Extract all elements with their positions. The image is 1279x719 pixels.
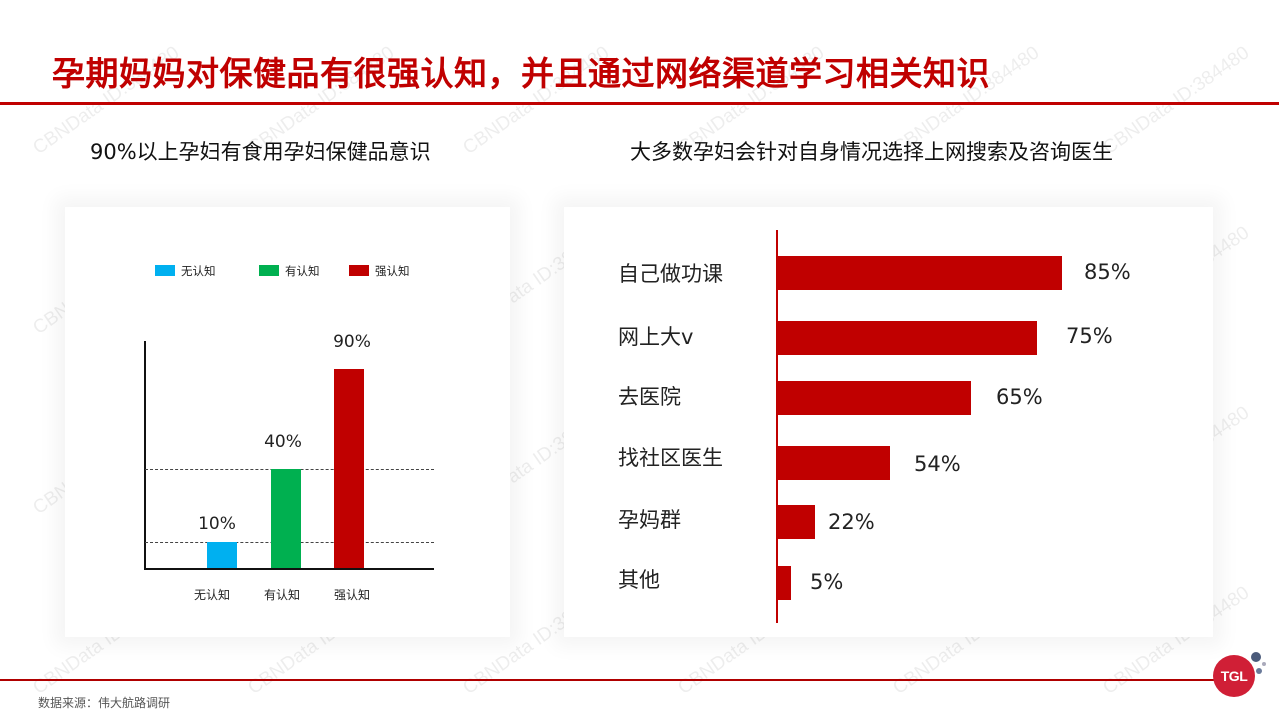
title-divider <box>0 102 1279 105</box>
legend-label: 有认知 <box>285 264 320 278</box>
logo-dot-icon <box>1256 668 1262 674</box>
bar-self-study <box>777 256 1062 290</box>
bar-mom-group <box>777 505 815 539</box>
bar-other <box>777 566 791 600</box>
y-axis <box>144 341 146 569</box>
right-chart-subtitle: 大多数孕妇会针对自身情况选择上网搜索及咨询医生 <box>630 140 1113 164</box>
legend-label: 强认知 <box>375 264 410 278</box>
bar-category-label: 网上大v <box>618 325 694 349</box>
bar-hospital <box>777 381 971 415</box>
logo-text: TGL <box>1220 668 1248 684</box>
bar-some-awareness <box>271 469 301 568</box>
bar-value-label: 90% <box>333 332 371 352</box>
watermark: CBNData ID:384480 <box>1099 42 1254 159</box>
bar-category-label: 自己做功课 <box>618 262 723 286</box>
footer-divider <box>0 679 1220 681</box>
bar-value-label: 22% <box>828 510 875 534</box>
x-category-label: 无认知 <box>193 588 230 602</box>
bar-value-label: 10% <box>198 514 236 534</box>
logo-dot-icon <box>1251 652 1261 662</box>
bar-value-label: 54% <box>914 452 961 476</box>
data-source: 数据来源：伟大航路调研 <box>38 696 171 710</box>
bar-value-label: 85% <box>1084 260 1131 284</box>
bar-value-label: 40% <box>264 432 302 452</box>
bar-category-label: 去医院 <box>618 385 681 409</box>
bar-no-awareness <box>207 542 237 568</box>
y-axis <box>776 230 778 623</box>
bar-category-label: 其他 <box>618 568 660 592</box>
bar-category-label: 找社区医生 <box>618 446 723 470</box>
bar-value-label: 75% <box>1066 324 1113 348</box>
bar-value-label: 65% <box>996 385 1043 409</box>
legend-swatch <box>259 265 279 276</box>
x-axis <box>144 568 434 570</box>
left-chart-subtitle: 90%以上孕妇有食用孕妇保健品意识 <box>90 140 431 164</box>
bar-strong-awareness <box>334 369 364 568</box>
legend-item-some-awareness: 有认知 <box>259 264 320 278</box>
legend-item-no-awareness: 无认知 <box>155 264 216 278</box>
x-category-label: 有认知 <box>263 588 300 602</box>
x-category-label: 强认知 <box>333 588 370 602</box>
bar-value-label: 5% <box>810 570 844 594</box>
bar-online-influencer <box>777 321 1037 355</box>
bar-community-doctor <box>777 446 890 480</box>
page-title: 孕期妈妈对保健品有很强认知，并且通过网络渠道学习相关知识 <box>52 54 990 93</box>
bar-category-label: 孕妈群 <box>618 508 681 532</box>
logo-dot-icon <box>1262 662 1266 666</box>
tgl-logo: TGL <box>1213 655 1255 697</box>
legend-swatch <box>155 265 175 276</box>
legend-label: 无认知 <box>181 264 216 278</box>
legend-item-strong-awareness: 强认知 <box>349 264 410 278</box>
legend-swatch <box>349 265 369 276</box>
